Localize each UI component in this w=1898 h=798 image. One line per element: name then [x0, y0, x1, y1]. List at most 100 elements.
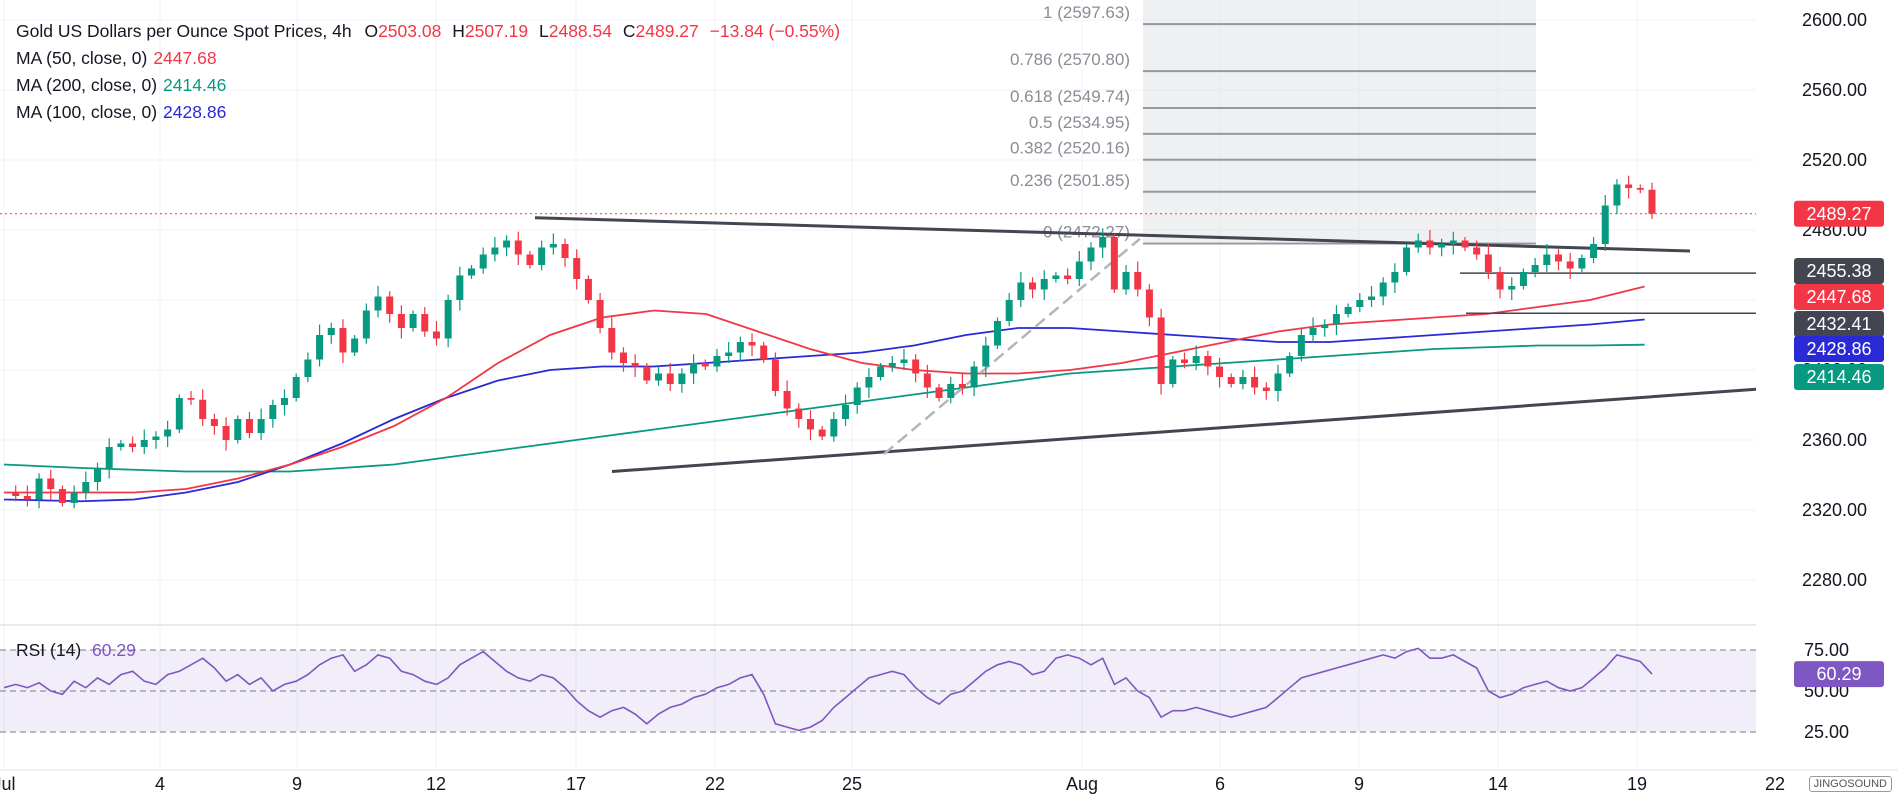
candle-body: [117, 443, 125, 447]
candle-body: [1110, 237, 1118, 290]
candle-body: [1554, 254, 1562, 262]
candle-body: [1157, 317, 1165, 384]
fib-level-label: 0.236 (2501.85): [1010, 171, 1130, 190]
rsi-panel: [0, 647, 1756, 733]
ma200-label: MA (200, close, 0): [16, 75, 158, 95]
candle-body: [175, 398, 183, 430]
legend-ma50[interactable]: MA (50, close, 0) 2447.68: [16, 45, 840, 72]
high-value: 2507.19: [464, 21, 529, 41]
candle-body: [760, 345, 768, 360]
candle-body: [1496, 272, 1504, 290]
time-tick-label: 17: [566, 774, 586, 794]
candle-body: [1625, 184, 1633, 188]
rsi-line: [3, 647, 1653, 732]
price-tag: [1794, 364, 1884, 390]
close-label: C: [622, 21, 636, 41]
rsi-tick-label: 25.00: [1804, 722, 1849, 742]
candle-body: [643, 366, 651, 381]
candle-body: [1426, 240, 1434, 248]
trendlines: [0, 213, 1757, 473]
ma50-label: MA (50, close, 0): [16, 48, 148, 68]
ma50-value: 2447.68: [153, 48, 217, 68]
candle-body: [1461, 240, 1469, 248]
fib-level-label: 0.5 (2534.95): [1029, 113, 1130, 132]
candle-body: [386, 296, 394, 314]
candle-body: [806, 419, 814, 430]
candle-body: [58, 489, 66, 503]
candle-body: [690, 363, 698, 374]
candle-body: [199, 399, 207, 419]
rsi-tag-label: 60.29: [1816, 664, 1861, 684]
candle-body: [1169, 359, 1177, 384]
candle-body: [12, 492, 20, 496]
candle-body: [1309, 328, 1317, 335]
candle-body: [877, 366, 885, 377]
candle-body: [456, 275, 464, 300]
fib-level-label: 0.382 (2520.16): [1010, 139, 1130, 158]
ma100-value: 2428.86: [163, 102, 227, 122]
price-tag: [1794, 311, 1884, 337]
candle-body: [1601, 205, 1609, 244]
legend-ma200[interactable]: MA (200, close, 0) 2414.46: [16, 72, 840, 99]
rsi-legend[interactable]: RSI (14) 60.29: [16, 640, 136, 661]
candle-body: [432, 331, 440, 339]
candle-body: [1531, 265, 1539, 272]
candle-body: [1648, 189, 1656, 214]
fib-level-label: 0.786 (2570.80): [1010, 50, 1130, 69]
open-label: O: [364, 21, 379, 41]
candle-body: [993, 321, 1001, 346]
price-tick-label: 2320.00: [1802, 500, 1867, 520]
candle-body: [374, 296, 382, 311]
candle-body: [1052, 275, 1060, 279]
candle-body: [327, 328, 335, 335]
candle-body: [853, 387, 861, 405]
candle-body: [1262, 387, 1270, 391]
candle-body: [1274, 373, 1282, 391]
candle-body: [105, 447, 113, 468]
time-axis[interactable]: Jul 4 9 12 17 22 25 Aug 6 9 14 19 22: [0, 769, 1898, 794]
candle-body: [70, 492, 78, 503]
candle-body: [1087, 247, 1095, 262]
candle-body: [491, 247, 499, 255]
price-tag-label: 2447.68: [1806, 287, 1871, 307]
fib-level-label: 1 (2597.63): [1043, 3, 1130, 22]
candle-body: [1414, 240, 1422, 248]
candle-body: [444, 300, 452, 339]
candle-body: [245, 419, 253, 433]
candle-body: [947, 384, 955, 398]
candle-body: [1216, 366, 1224, 377]
candle-body: [479, 254, 487, 269]
price-tag-label: 2432.41: [1806, 314, 1871, 334]
legend-ma100[interactable]: MA (100, close, 0) 2428.86: [16, 99, 840, 126]
time-tick-label: 14: [1488, 774, 1508, 794]
fib-retracement: 1 (2597.63) 0.786 (2570.80) 0.618 (2549.74…: [1010, 3, 1536, 245]
time-tick-label: 25: [842, 774, 862, 794]
candle-body: [1251, 377, 1259, 388]
candle-body: [736, 342, 744, 353]
price-tag: [1794, 258, 1884, 284]
price-axis[interactable]: 2600.002560.002520.002480.002440.002400.…: [1756, 0, 1898, 798]
price-tag: [1794, 200, 1884, 227]
candle-body: [1356, 300, 1364, 307]
candle-body: [1449, 240, 1457, 244]
candle-body: [281, 398, 289, 405]
candle-body: [1297, 335, 1305, 356]
ma200-value: 2414.46: [163, 75, 227, 95]
candle-body: [830, 419, 838, 437]
rsi-value: 60.29: [92, 640, 136, 660]
time-tick-label: Jul: [0, 774, 16, 794]
candle-body: [888, 363, 896, 367]
candle-body: [23, 496, 31, 500]
candle-body: [234, 419, 242, 440]
candle-body: [1391, 272, 1399, 283]
candle-body: [1040, 279, 1048, 290]
candle-body: [1134, 272, 1142, 290]
low-label: L: [539, 21, 549, 41]
candle-body: [409, 314, 417, 328]
candle-body: [304, 359, 312, 377]
candle-body: [678, 373, 686, 384]
legend-title-row: Gold US Dollars per Ounce Spot Prices, 4…: [16, 18, 840, 45]
candle-body: [1075, 261, 1083, 279]
ma200-line: [3, 343, 1645, 473]
